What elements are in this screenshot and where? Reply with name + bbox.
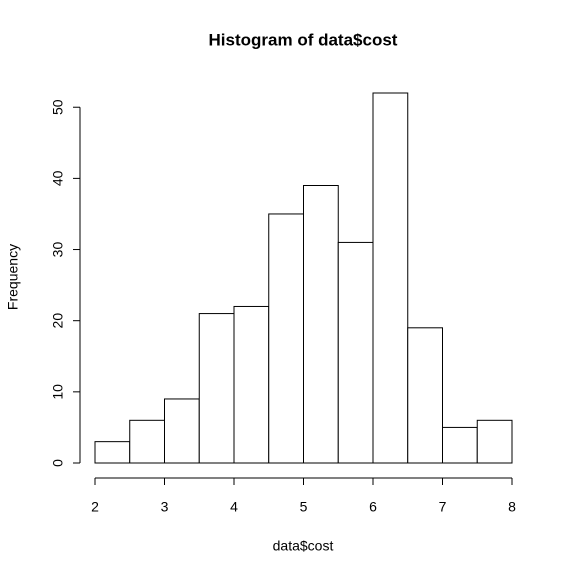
bar <box>94 441 131 464</box>
bar <box>198 313 235 464</box>
x-axis-label: data$cost <box>273 538 334 554</box>
bar <box>337 241 374 464</box>
bar <box>233 305 270 464</box>
y-tick-label: 10 <box>50 384 66 400</box>
bar <box>129 419 165 464</box>
y-tick-label: 30 <box>50 242 66 258</box>
bar <box>407 327 443 464</box>
x-tick-label: 3 <box>161 499 169 515</box>
y-axis-label: Frequency <box>5 244 21 310</box>
x-tick-label: 7 <box>439 499 447 515</box>
bar <box>372 92 409 464</box>
bar <box>476 419 513 464</box>
x-tick-label: 2 <box>91 499 99 515</box>
chart-title: Histogram of data$cost <box>209 30 398 49</box>
bar <box>164 398 200 464</box>
y-tick-label: 50 <box>50 99 66 115</box>
x-tick-label: 4 <box>230 499 238 515</box>
y-tick-label: 40 <box>50 170 66 186</box>
y-tick-label: 20 <box>50 313 66 329</box>
bar <box>268 213 304 464</box>
bar <box>303 185 339 464</box>
x-tick-label: 8 <box>508 499 516 515</box>
bar <box>442 426 478 464</box>
x-tick-label: 5 <box>300 499 308 515</box>
y-tick-label: 0 <box>50 459 66 467</box>
x-tick-label: 6 <box>369 499 377 515</box>
